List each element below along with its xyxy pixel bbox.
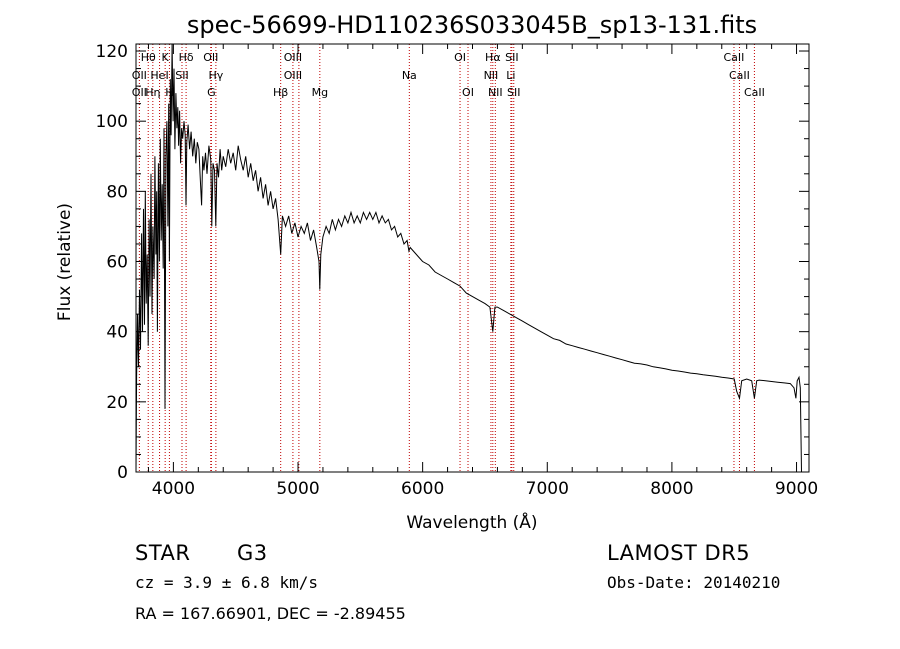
spectral-line-label: NII: [484, 69, 499, 82]
plot-frame: [135, 43, 810, 473]
coordinates: RA = 167.66901, DEC = -2.89455: [135, 604, 406, 623]
spectral-line-label: SII: [175, 69, 188, 82]
x-tick-label: 6000: [401, 479, 444, 499]
spectral-line-label: SII: [505, 51, 518, 64]
spectral-line-label: Hβ: [273, 86, 288, 99]
spectral-line-label: OI: [454, 51, 466, 64]
spectral-line-label: H: [165, 86, 173, 99]
spectral-line-label: HeI: [150, 69, 168, 82]
spectral-line-label: Hθ: [141, 51, 156, 64]
y-tick-label: 60: [106, 253, 128, 273]
y-tick-label: 80: [106, 182, 128, 202]
spectral-line-label: Li: [506, 69, 515, 82]
spectral-line-markers: [138, 44, 755, 472]
x-tick-label: 7000: [526, 479, 569, 499]
spectral-line-label: G: [207, 86, 216, 99]
spectral-line-label: OIII: [284, 51, 302, 64]
spectral-line-label: OI: [462, 86, 474, 99]
survey-name: LAMOST DR5: [607, 541, 751, 565]
spectral-line-label: CaII: [729, 69, 750, 82]
object-subclass: G3: [237, 541, 268, 565]
spectral-line-label: OII: [203, 51, 218, 64]
y-tick-label: 100: [96, 112, 128, 132]
x-tick-label: 4000: [152, 479, 195, 499]
y-axis-label: Flux (relative): [55, 203, 75, 321]
y-axis-ticks: 0 20 40 60 80 100 120: [96, 42, 809, 483]
y-tick-label: 20: [106, 393, 128, 413]
x-tick-label: 9000: [775, 479, 818, 499]
x-axis-ticks: 4000 5000 6000 7000 8000 9000: [147, 44, 818, 499]
x-axis-label: Wavelength (Å): [406, 511, 537, 533]
spectral-line-label: Mg: [312, 86, 328, 99]
spectral-line-label: SII: [507, 86, 520, 99]
spectral-line-label: CaII: [744, 86, 765, 99]
y-tick-label: 120: [96, 42, 128, 62]
y-tick-label: 0: [117, 463, 128, 483]
spectral-line-label: Hγ: [208, 69, 223, 82]
y-tick-label: 40: [106, 323, 128, 343]
chart-title: spec-56699-HD110236S033045B_sp13-131.fit…: [187, 11, 757, 39]
spectral-line-label: OIII: [284, 69, 302, 82]
x-tick-label: 5000: [276, 479, 319, 499]
object-class: STAR: [135, 541, 191, 565]
observation-date: Obs-Date: 20140210: [607, 573, 781, 592]
spectral-line-label: Na: [402, 69, 417, 82]
redshift-value: cz = 3.9 ± 6.8 km/s: [135, 573, 319, 592]
spectral-line-label: NII: [488, 86, 503, 99]
spectral-line-label: Hδ: [179, 51, 194, 64]
spectral-line-label: K: [162, 51, 170, 64]
spectral-line-label: OII: [132, 69, 147, 82]
spectral-line-label: Hη: [145, 86, 160, 99]
spectrum-line: [135, 43, 802, 473]
x-tick-label: 8000: [650, 479, 693, 499]
spectral-line-label: CaII: [724, 51, 745, 64]
spectral-line-label: Hα: [485, 51, 501, 64]
